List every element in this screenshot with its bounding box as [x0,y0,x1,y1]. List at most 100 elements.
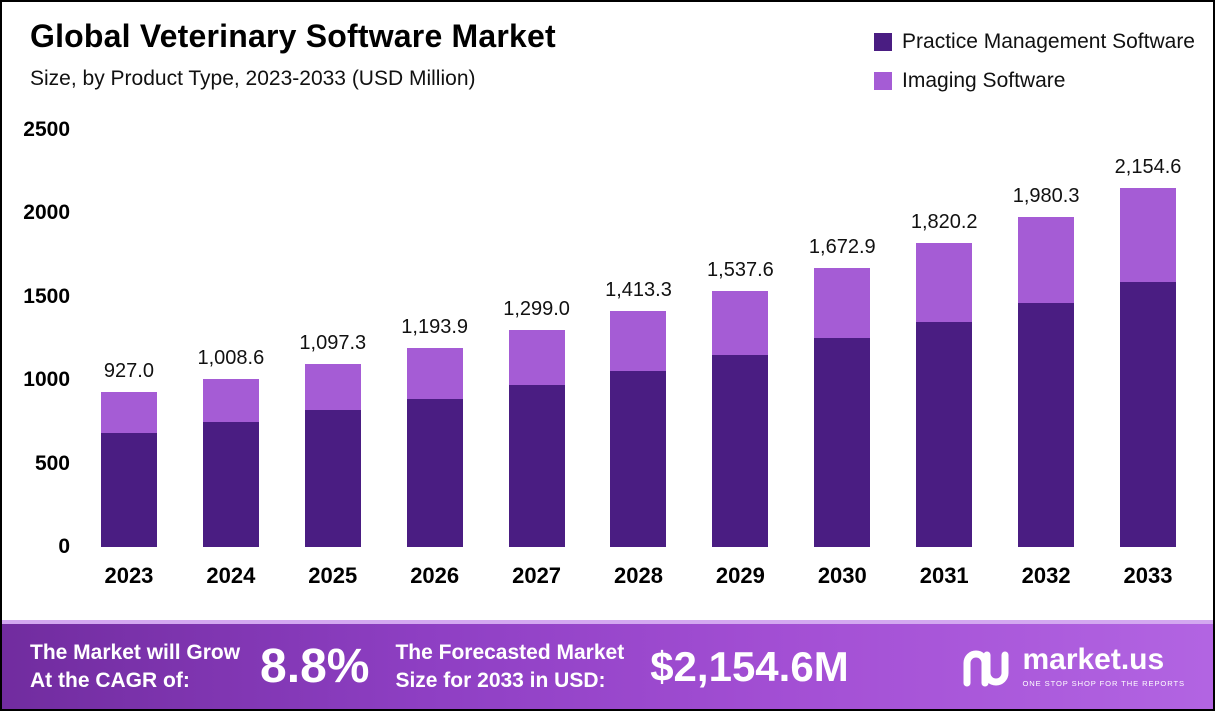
bar-stack [814,267,871,547]
legend-swatch-imaging-icon [874,72,893,90]
bar-group: 1,413.3 2028 [588,130,690,589]
bar-group: 927.0 2023 [78,130,180,589]
y-tick-label: 1000 [23,368,70,392]
bar-total-label: 927.0 [103,360,154,383]
bar-column: 1,980.3 [1012,130,1080,547]
bar-total-label: 1,413.3 [605,279,672,302]
bar-total-label: 1,980.3 [1012,184,1080,207]
cagr-label-line2: At the CAGR of: [30,668,190,692]
bar-segment-imaging [712,290,769,356]
bar-segment-practice-management [1120,281,1176,547]
y-tick-label: 500 [34,451,70,475]
bar-segment-practice-management [406,398,463,547]
bar-stack [202,378,259,547]
bar-group: 1,980.3 2032 [995,130,1097,589]
bar-segment-imaging [916,243,973,322]
x-axis-label: 2033 [1123,563,1173,588]
bar-column: 2,154.6 [1114,130,1182,547]
bar-segment-imaging [814,267,871,339]
brand-tagline: ONE STOP SHOP FOR THE REPORTS [1022,679,1185,688]
bar-segment-imaging [304,363,361,411]
legend-swatch-practice-management-icon [874,33,893,51]
bar-segment-practice-management [100,433,157,547]
bar-chart: 2500 2000 1500 1000 500 0 927.0 2023 1,008.6 202… [12,118,1199,589]
bar-stack [610,311,667,547]
bar-stack [712,290,769,547]
legend-item-imaging: Imaging Software [874,69,1195,93]
forecast-label: The Forecasted Market Size for 2033 in U… [395,639,624,694]
bar-group: 2,154.6 2033 [1097,130,1199,589]
footer-banner: The Market will Grow At the CAGR of: 8.8… [2,620,1213,709]
cagr-label: The Market will Grow At the CAGR of: [30,639,240,694]
bar-stack [304,363,361,547]
bar-total-label: 1,097.3 [299,331,367,354]
bar-segment-practice-management [202,422,259,547]
bar-group: 1,193.9 2026 [384,130,486,589]
bar-segment-imaging [610,311,667,372]
y-tick-label: 0 [58,535,70,558]
y-tick-label: 2500 [23,118,70,141]
x-axis-label: 2023 [104,563,154,588]
bar-column: 1,672.9 [809,130,876,547]
bar-segment-practice-management [814,338,871,547]
bar-stack [1120,187,1176,547]
y-tick-label: 1500 [23,284,70,308]
x-axis-label: 2027 [512,563,562,588]
chart-header: Global Veterinary Software Market Size, … [30,18,556,91]
bar-segment-imaging [406,347,463,399]
bar-segment-practice-management [610,371,667,547]
waveform-logo-icon [960,645,1012,689]
chart-title: Global Veterinary Software Market [30,18,556,54]
bar-column: 1,299.0 [503,130,570,547]
bar-total-label: 1,672.9 [808,235,876,258]
forecast-label-line2: Size for 2033 in USD: [395,668,606,692]
bar-segment-imaging [202,378,259,423]
legend-label-practice-management: Practice Management Software [902,30,1195,53]
bar-group: 1,537.6 2029 [689,130,791,589]
bar-stack [406,347,463,547]
bar-total-label: 1,193.9 [401,315,469,338]
legend: Practice Management Software Imaging Sof… [874,30,1195,93]
x-axis-label: 2025 [308,563,358,588]
bar-stack [100,392,157,547]
bars-row: 927.0 2023 1,008.6 2024 1,097.3 2025 1,193.9 20… [78,130,1199,589]
bar-column: 927.0 [100,130,157,547]
bar-segment-imaging [1120,187,1176,282]
bar-column: 1,097.3 [299,130,366,547]
x-axis-label: 2031 [919,563,969,588]
x-axis-label: 2030 [817,563,867,588]
legend-label-imaging: Imaging Software [902,69,1066,92]
bar-column: 1,537.6 [707,130,774,547]
bar-group: 1,820.2 2031 [893,130,995,589]
bar-segment-practice-management [916,322,973,547]
x-axis-label: 2028 [614,563,663,588]
bar-total-label: 2,154.6 [1114,155,1182,178]
bar-stack [1018,216,1075,547]
y-tick-label: 2000 [23,201,70,225]
bar-group: 1,299.0 2027 [486,130,588,589]
y-axis: 2500 2000 1500 1000 500 0 [12,118,78,558]
x-axis-label: 2032 [1021,563,1071,588]
bar-group: 1,672.9 2030 [791,130,893,589]
bar-total-label: 1,537.6 [707,258,774,281]
bar-segment-practice-management [1018,302,1075,547]
bar-column: 1,820.2 [911,130,978,547]
forecast-value: $2,154.6M [650,642,849,690]
bar-total-label: 1,008.6 [197,346,265,369]
bar-segment-practice-management [508,385,565,547]
bar-column: 1,193.9 [401,130,468,547]
brand-name: market.us [1022,643,1165,676]
bar-group: 1,008.6 2024 [180,130,282,589]
brand-logo: market.us ONE STOP SHOP FOR THE REPORTS [960,645,1185,689]
cagr-label-line1: The Market will Grow [30,641,241,665]
chart-subtitle: Size, by Product Type, 2023-2033 (USD Mi… [30,67,476,90]
bar-stack [916,243,973,547]
bar-stack [508,330,565,547]
bar-total-label: 1,299.0 [503,298,570,321]
bar-segment-imaging [100,392,157,434]
forecast-label-line1: The Forecasted Market [395,641,625,665]
x-axis-label: 2029 [715,563,765,588]
x-axis-label: 2024 [206,563,256,588]
bar-column: 1,413.3 [605,130,672,547]
